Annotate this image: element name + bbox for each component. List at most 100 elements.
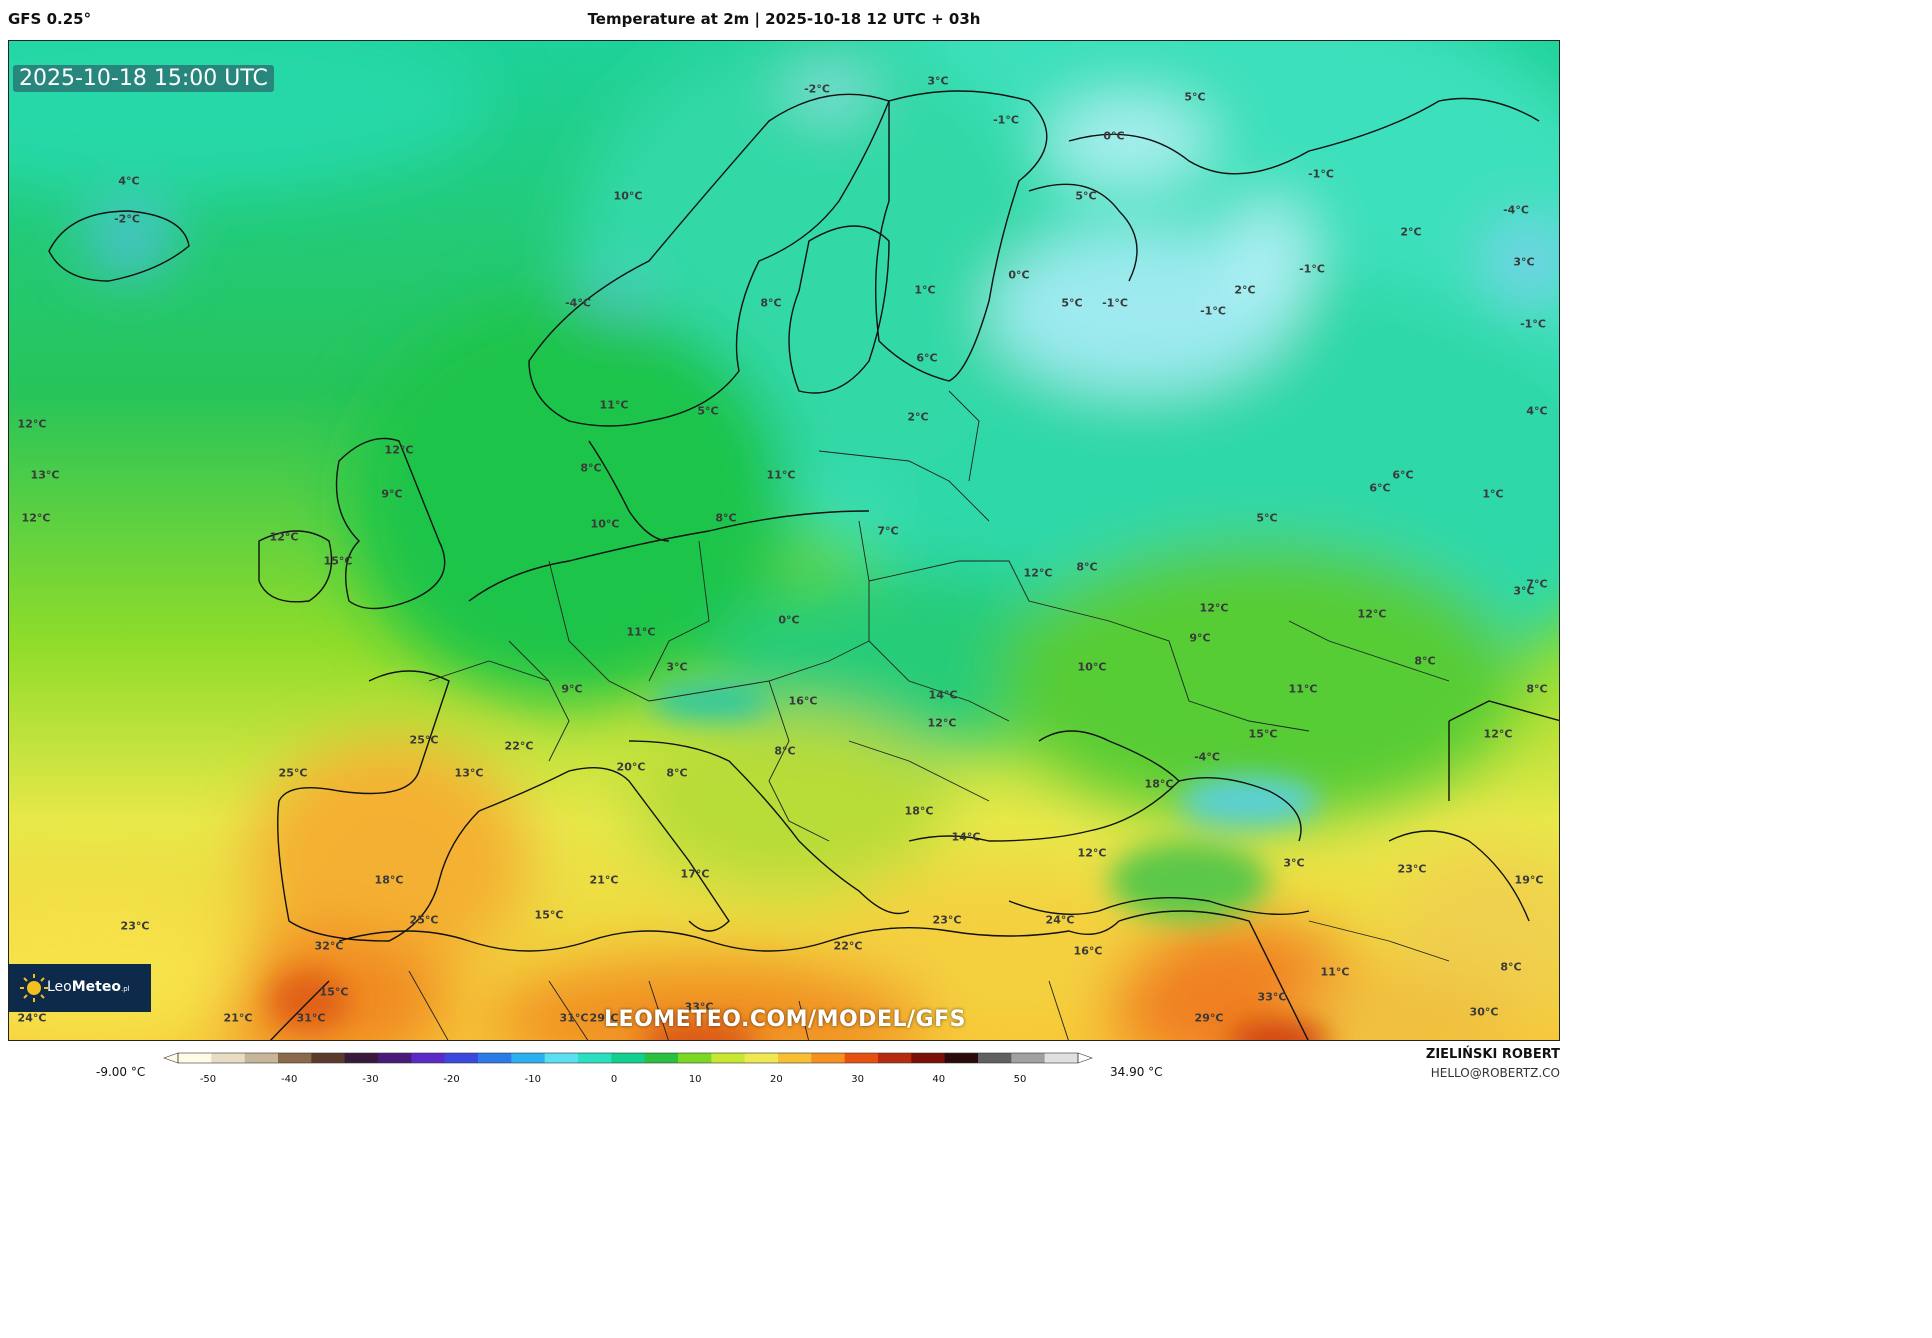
- temperature-label: -1°C: [1520, 317, 1546, 331]
- coastlines: [48, 90, 1559, 1040]
- temperature-label: 31°C: [559, 1011, 589, 1025]
- color-scale-cell: [978, 1053, 1012, 1063]
- temperature-label: 13°C: [454, 766, 484, 780]
- temperature-label: -1°C: [1299, 262, 1325, 276]
- temperature-label: 15°C: [534, 908, 564, 922]
- temperature-label: 9°C: [561, 682, 583, 696]
- temperature-label: 33°C: [1257, 990, 1287, 1004]
- temperature-label: 9°C: [1189, 631, 1211, 645]
- color-scale-cell: [644, 1053, 679, 1063]
- color-scale-cell: [611, 1053, 646, 1063]
- color-scale-frame: [177, 1052, 1079, 1064]
- temperature-label: 29°C: [1194, 1011, 1224, 1025]
- color-scale-bar: [163, 1052, 1093, 1064]
- temperature-label: 25°C: [278, 766, 308, 780]
- temperature-label: 4°C: [1526, 404, 1548, 418]
- map-title: Temperature at 2m | 2025-10-18 12 UTC + …: [587, 10, 981, 28]
- temperature-label: 5°C: [1075, 189, 1097, 203]
- color-scale-cell: [278, 1053, 312, 1063]
- temperature-label: -1°C: [1102, 296, 1128, 310]
- color-scale-cell: [744, 1053, 779, 1063]
- temperature-label: 3°C: [1513, 584, 1535, 598]
- temperature-field: [9, 41, 1559, 1040]
- color-scale-cell: [178, 1053, 212, 1063]
- leometeo-logo[interactable]: LeoMeteo.pl: [9, 964, 151, 1012]
- temperature-label: 11°C: [1288, 682, 1318, 696]
- temperature-label: 8°C: [666, 766, 688, 780]
- temperature-label: 17°C: [680, 867, 710, 881]
- temperature-label: 21°C: [223, 1011, 253, 1025]
- temperature-label: 6°C: [1369, 481, 1391, 495]
- valid-time-badge: 2025-10-18 15:00 UTC: [13, 65, 274, 92]
- temperature-label: 2°C: [1400, 225, 1422, 239]
- temperature-label: 24°C: [1045, 913, 1075, 927]
- legend-min-label: -9.00 °C: [96, 1065, 146, 1079]
- color-scale-cell: [211, 1053, 246, 1063]
- temperature-label: 3°C: [1283, 856, 1305, 870]
- temperature-label: 14°C: [928, 688, 958, 702]
- temperature-label: 12°C: [21, 511, 51, 525]
- color-scale-tick-label: 0: [610, 1074, 618, 1085]
- color-scale-cell: [511, 1053, 546, 1063]
- temperature-label: -4°C: [565, 296, 591, 310]
- temperature-label: 3°C: [927, 74, 949, 88]
- logo-suffix: .pl: [120, 985, 130, 993]
- temperature-label: 10°C: [1077, 660, 1107, 674]
- temperature-detail: [269, 681, 1329, 1040]
- temperature-label: 23°C: [1397, 862, 1427, 876]
- temperature-label: 19°C: [1514, 873, 1544, 887]
- color-scale-tick-label: 10: [688, 1074, 702, 1085]
- temperature-label: 30°C: [1469, 1005, 1499, 1019]
- color-scale-cell: [811, 1053, 846, 1063]
- color-scale-cell: [878, 1053, 912, 1063]
- temperature-label: -4°C: [1503, 203, 1529, 217]
- temperature-label: 0°C: [1103, 129, 1125, 143]
- color-scale-tick-label: -30: [362, 1074, 379, 1085]
- color-scale-tick-label: -40: [281, 1074, 298, 1085]
- temperature-label: 1°C: [1482, 487, 1504, 501]
- temperature-label: 9°C: [381, 487, 403, 501]
- temperature-label: 16°C: [1073, 944, 1103, 958]
- temperature-label: -1°C: [1308, 167, 1334, 181]
- temperature-label: 7°C: [877, 524, 899, 538]
- model-label: GFS 0.25°: [8, 10, 92, 28]
- temperature-label: 23°C: [120, 919, 150, 933]
- temperature-label: 10°C: [613, 189, 643, 203]
- color-scale-cell: [1044, 1053, 1079, 1063]
- temperature-label: 12°C: [1199, 601, 1229, 615]
- temperature-label: 24°C: [17, 1011, 47, 1025]
- color-scale-cell: [478, 1053, 512, 1063]
- temperature-label: 33°C: [684, 1000, 714, 1014]
- temperature-label: 2°C: [907, 410, 929, 424]
- author-name: ZIELIŃSKI ROBERT: [1425, 1047, 1560, 1062]
- header: GFS 0.25° Temperature at 2m | 2025-10-18…: [0, 0, 1568, 40]
- sun-icon: [20, 974, 48, 1002]
- temperature-label: 8°C: [1500, 960, 1522, 974]
- temperature-label: 12°C: [17, 417, 47, 431]
- temperature-label: 18°C: [374, 873, 404, 887]
- temperature-label: 15°C: [319, 985, 349, 999]
- temperature-label: 15°C: [1248, 727, 1278, 741]
- color-scale-cell: [678, 1053, 712, 1063]
- color-scale-cell: [444, 1053, 479, 1063]
- temperature-label: 12°C: [1357, 607, 1387, 621]
- temperature-label: 14°C: [951, 830, 981, 844]
- temperature-label: 3°C: [666, 660, 688, 674]
- temperature-label: -4°C: [1194, 750, 1220, 764]
- temperature-label: 18°C: [904, 804, 934, 818]
- temperature-label: 7°C: [1526, 577, 1548, 591]
- temperature-label: 12°C: [927, 716, 957, 730]
- temperature-label: 8°C: [760, 296, 782, 310]
- logo-meteo: Meteo: [71, 979, 121, 995]
- color-scale-cell: [711, 1053, 746, 1063]
- temperature-label: 2°C: [1234, 283, 1256, 297]
- color-scale-tick-label: -10: [524, 1074, 541, 1085]
- color-scale-cell: [778, 1053, 812, 1063]
- footer: -9.00 °C -50 -40 -30 -20 -10 0 10 20 30 40 50 34.9…: [0, 1041, 1568, 1090]
- color-scale-cell: [944, 1053, 979, 1063]
- temperature-label: -2°C: [114, 212, 140, 226]
- temperature-label: -1°C: [1200, 304, 1226, 318]
- temperature-map: 2025-10-18 15:00 UTC 3°C 5°C -2°C -1°C 0°C -1…: [8, 40, 1560, 1041]
- color-scale-tick-label: -50: [199, 1074, 217, 1085]
- logo-leo: Leo: [47, 979, 72, 995]
